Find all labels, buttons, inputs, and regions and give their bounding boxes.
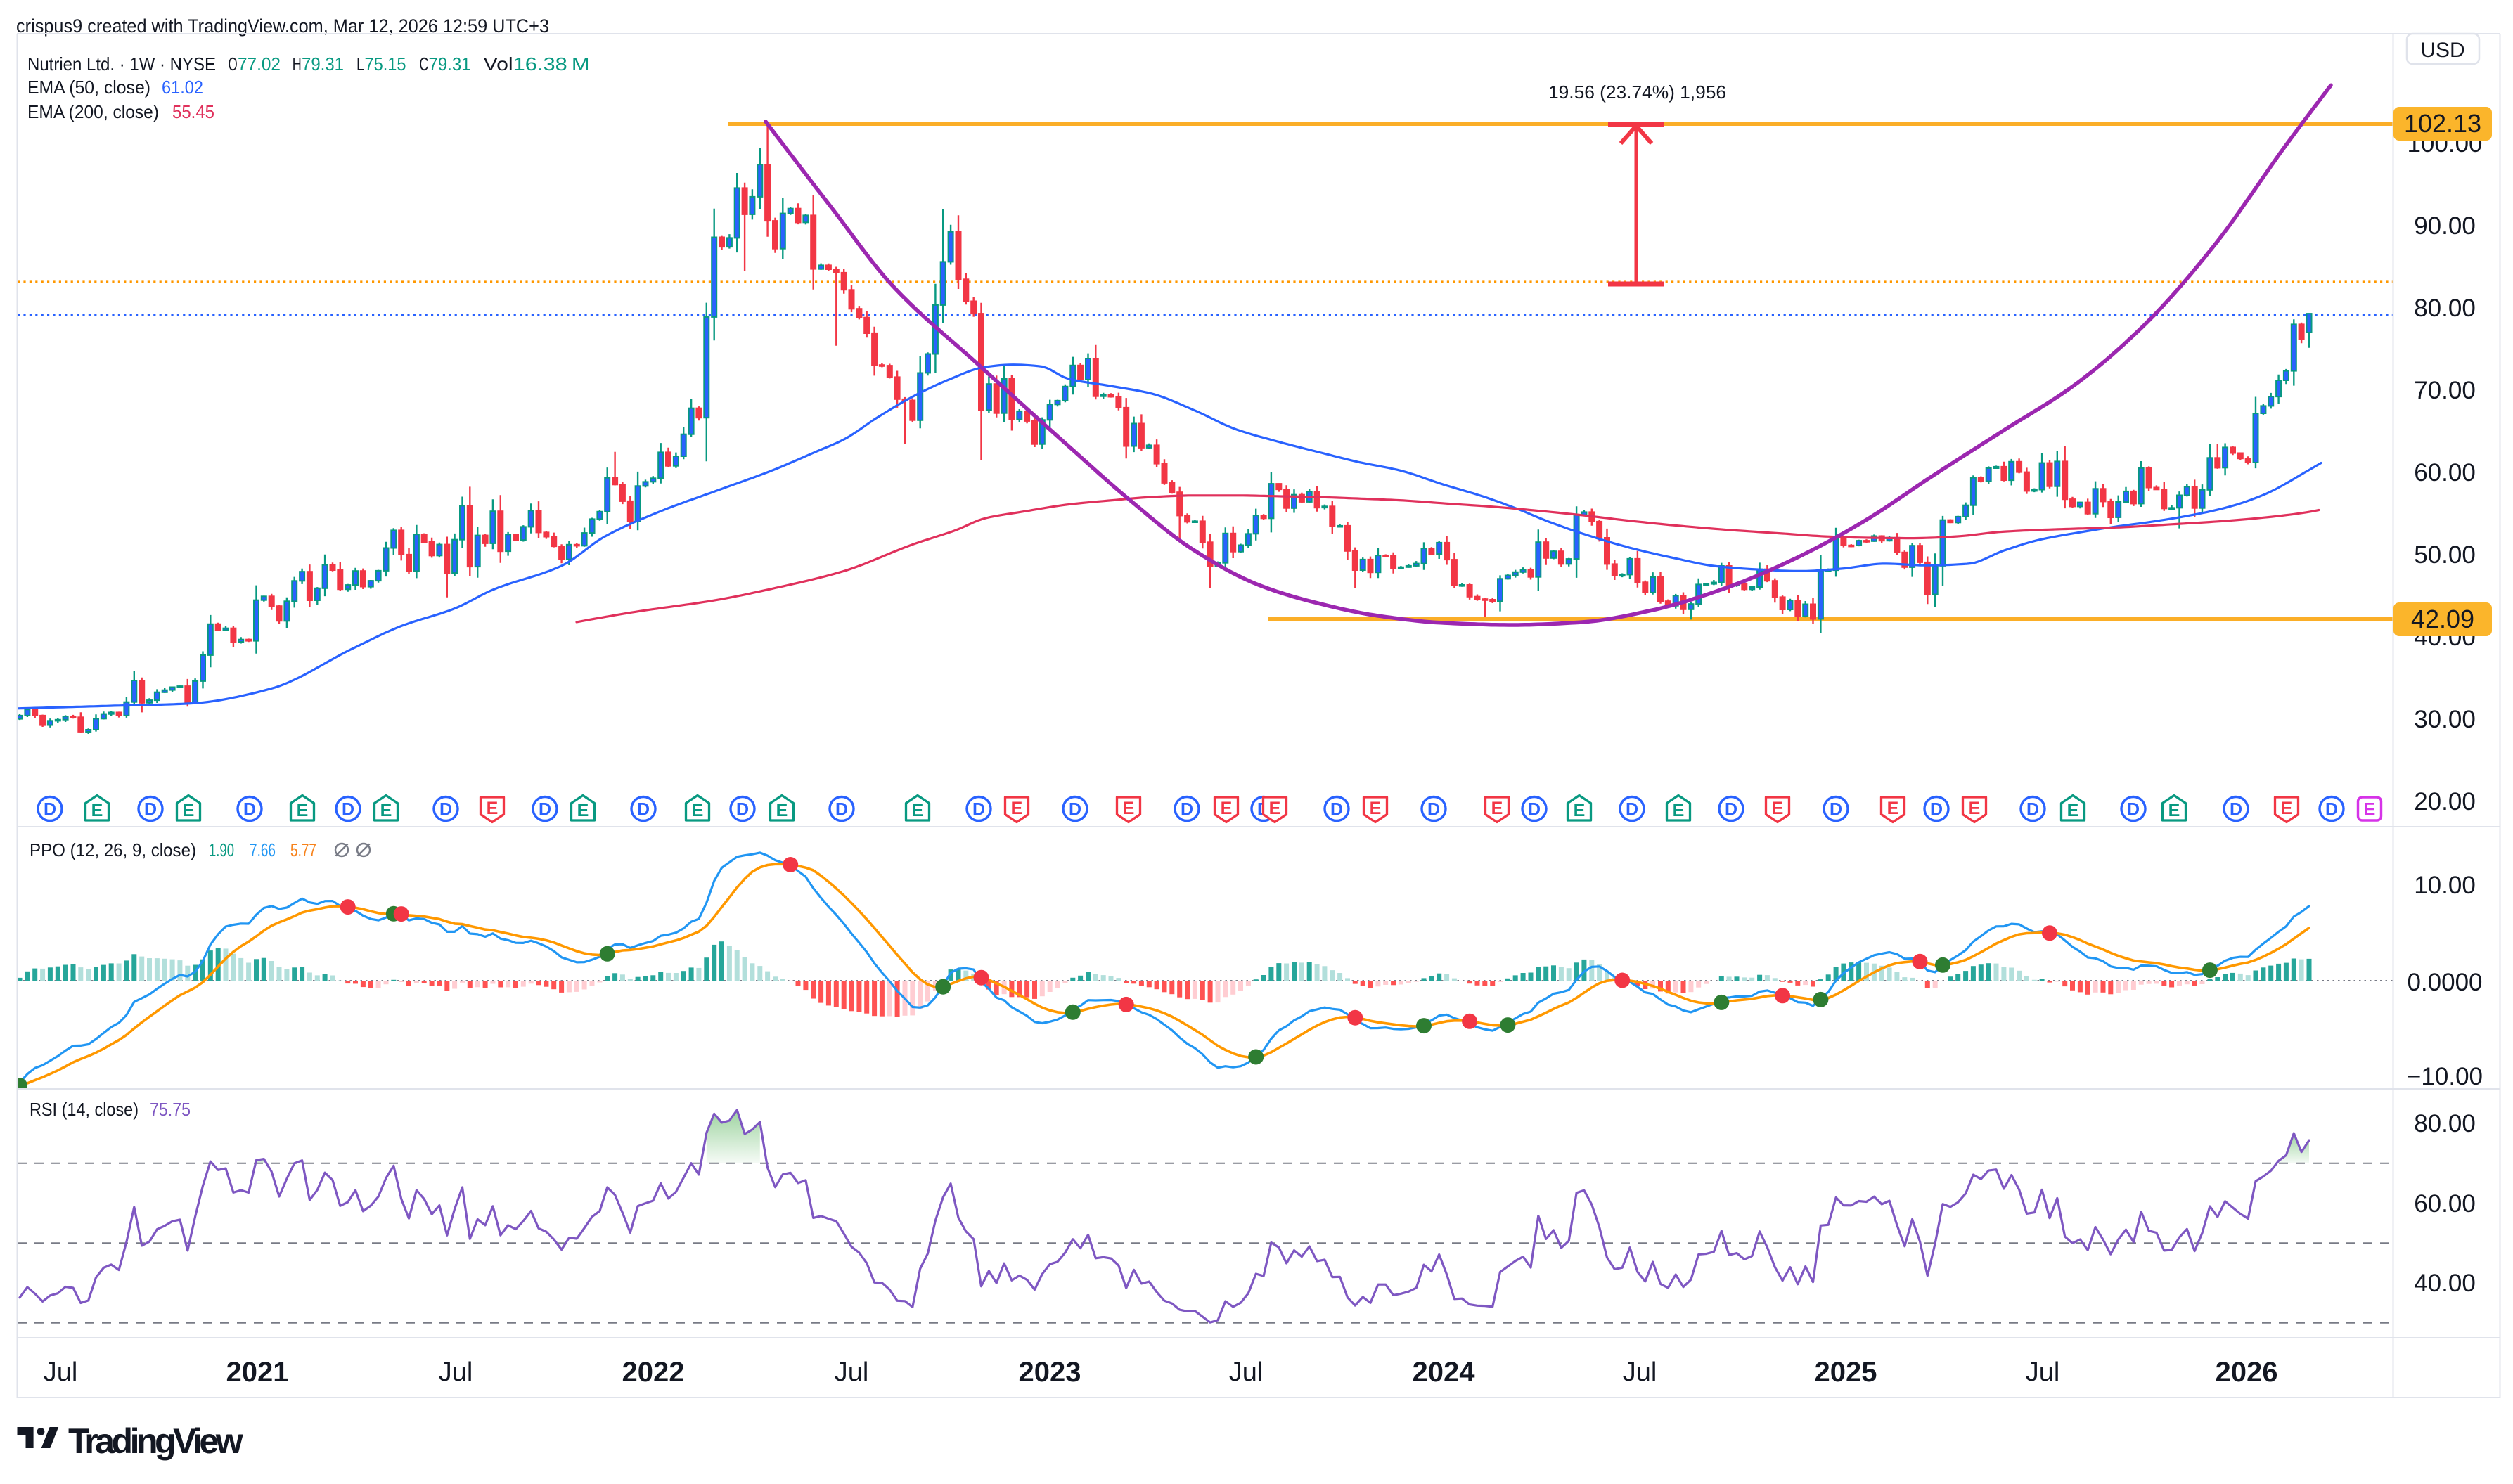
svg-text:Nutrien Ltd. · 1W · NYSE: Nutrien Ltd. · 1W · NYSE xyxy=(27,53,216,75)
svg-text:2023: 2023 xyxy=(1019,1357,1081,1388)
svg-text:D: D xyxy=(2230,800,2242,820)
svg-text:D: D xyxy=(972,800,985,820)
svg-text:E: E xyxy=(91,801,103,820)
svg-text:E: E xyxy=(1574,801,1586,820)
svg-text:D: D xyxy=(736,800,749,820)
svg-text:10.00: 10.00 xyxy=(2414,872,2476,899)
svg-text:77.02: 77.02 xyxy=(238,53,281,75)
svg-text:D: D xyxy=(1181,800,1193,820)
svg-text:E: E xyxy=(1269,799,1281,818)
svg-text:C: C xyxy=(419,53,428,75)
svg-text:7.66: 7.66 xyxy=(250,839,276,860)
svg-text:16.38 M: 16.38 M xyxy=(513,53,590,75)
svg-text:E: E xyxy=(1673,801,1685,820)
svg-text:E: E xyxy=(297,801,309,820)
svg-text:E: E xyxy=(380,801,392,820)
svg-text:D: D xyxy=(2026,800,2039,820)
svg-text:E: E xyxy=(183,801,195,820)
svg-text:E: E xyxy=(2281,799,2293,818)
svg-text:D: D xyxy=(1725,800,1737,820)
svg-text:E: E xyxy=(1887,799,1899,818)
svg-text:E: E xyxy=(692,801,704,820)
svg-text:−10.00: −10.00 xyxy=(2407,1063,2483,1090)
svg-text:D: D xyxy=(1330,800,1343,820)
svg-text:19.56 (23.74%) 1,956: 19.56 (23.74%) 1,956 xyxy=(1548,82,1726,103)
svg-text:D: D xyxy=(2127,800,2140,820)
svg-text:E: E xyxy=(1221,799,1233,818)
svg-text:EMA (50, close): EMA (50, close) xyxy=(27,77,150,98)
svg-text:RSI (14, close): RSI (14, close) xyxy=(30,1099,139,1120)
svg-text:40.00: 40.00 xyxy=(2414,1270,2476,1297)
svg-text:1.90: 1.90 xyxy=(209,839,234,860)
svg-text:TradingView: TradingView xyxy=(68,1421,243,1461)
svg-text:EMA (200, close): EMA (200, close) xyxy=(27,101,159,122)
svg-text:20.00: 20.00 xyxy=(2414,788,2476,815)
svg-text:E: E xyxy=(1123,799,1135,818)
svg-text:50.00: 50.00 xyxy=(2414,541,2476,569)
svg-text:D: D xyxy=(1427,800,1440,820)
svg-text:D: D xyxy=(144,800,157,820)
svg-text:Jul: Jul xyxy=(1229,1357,1264,1387)
svg-text:75.75: 75.75 xyxy=(150,1099,191,1120)
svg-text:42.09: 42.09 xyxy=(2411,605,2474,633)
svg-text:O: O xyxy=(229,53,238,75)
svg-text:E: E xyxy=(487,799,499,818)
svg-text:D: D xyxy=(539,800,551,820)
svg-text:D: D xyxy=(342,800,354,820)
svg-text:D: D xyxy=(835,800,848,820)
svg-text:0.0000: 0.0000 xyxy=(2407,969,2482,996)
svg-text:D: D xyxy=(1930,800,1943,820)
svg-text:D: D xyxy=(2325,800,2338,820)
svg-text:E: E xyxy=(912,801,924,820)
svg-text:5.77: 5.77 xyxy=(290,839,316,860)
svg-text:E: E xyxy=(1772,799,1784,818)
svg-text:55.45: 55.45 xyxy=(172,101,214,122)
svg-text:USD: USD xyxy=(2420,39,2464,62)
svg-text:79.31: 79.31 xyxy=(429,53,471,75)
svg-text:90.00: 90.00 xyxy=(2414,212,2476,240)
svg-text:E: E xyxy=(1011,799,1023,818)
svg-text:E: E xyxy=(2364,800,2376,820)
svg-text:80.00: 80.00 xyxy=(2414,295,2476,322)
svg-text:79.31: 79.31 xyxy=(302,53,344,75)
svg-text:2022: 2022 xyxy=(622,1357,685,1388)
svg-text:Jul: Jul xyxy=(2026,1357,2060,1387)
svg-text:E: E xyxy=(776,801,788,820)
svg-text:D: D xyxy=(44,800,56,820)
svg-text:Jul: Jul xyxy=(835,1357,869,1387)
svg-text:60.00: 60.00 xyxy=(2414,459,2476,486)
svg-text:Jul: Jul xyxy=(44,1357,78,1387)
svg-text:PPO (12, 26, 9, close): PPO (12, 26, 9, close) xyxy=(30,839,196,860)
svg-text:D: D xyxy=(637,800,650,820)
svg-text:61.02: 61.02 xyxy=(162,77,203,98)
svg-text:D: D xyxy=(1830,800,1842,820)
svg-text:60.00: 60.00 xyxy=(2414,1190,2476,1218)
svg-text:30.00: 30.00 xyxy=(2414,706,2476,733)
svg-text:E: E xyxy=(1969,799,1981,818)
svg-text:E: E xyxy=(1491,799,1503,818)
svg-text:E: E xyxy=(2067,801,2079,820)
svg-text:Jul: Jul xyxy=(1623,1357,1657,1387)
svg-text:D: D xyxy=(1626,800,1638,820)
svg-text:H: H xyxy=(293,53,302,75)
svg-text:E: E xyxy=(1370,799,1382,818)
svg-text:75.15: 75.15 xyxy=(365,53,406,75)
svg-text:2026: 2026 xyxy=(2216,1357,2278,1388)
svg-text:Jul: Jul xyxy=(439,1357,473,1387)
svg-text:2021: 2021 xyxy=(226,1357,289,1388)
svg-text:E: E xyxy=(2168,801,2180,820)
svg-text:80.00: 80.00 xyxy=(2414,1110,2476,1137)
svg-text:L: L xyxy=(356,53,364,75)
svg-text:70.00: 70.00 xyxy=(2414,377,2476,404)
svg-text:D: D xyxy=(1069,800,1081,820)
svg-text:D: D xyxy=(1528,800,1541,820)
svg-text:D: D xyxy=(439,800,452,820)
svg-text:102.13: 102.13 xyxy=(2404,109,2481,138)
svg-text:E: E xyxy=(577,801,589,820)
svg-text:2024: 2024 xyxy=(1413,1357,1476,1388)
svg-text:D: D xyxy=(243,800,256,820)
svg-text:2025: 2025 xyxy=(1815,1357,1877,1388)
svg-text:Vol: Vol xyxy=(484,53,513,75)
